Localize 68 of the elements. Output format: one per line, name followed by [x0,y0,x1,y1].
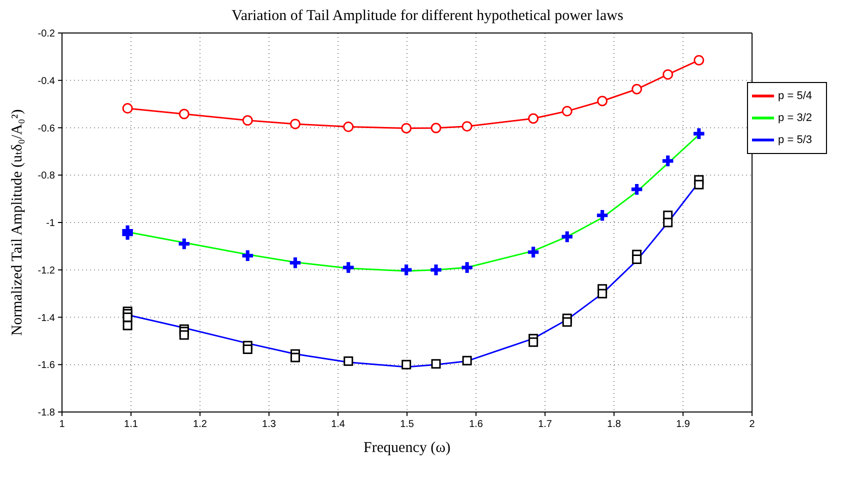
y-tick-label: -0.6 [38,123,56,134]
point [632,84,642,94]
point [431,359,441,369]
x-tick-label: 1.7 [538,419,552,430]
x-tick-label: 1.3 [262,419,276,430]
x-tick-label: 1.2 [193,419,208,430]
y-tick-label: -1.4 [38,312,56,324]
x-tick-label: 1.8 [607,419,622,430]
point [178,238,190,250]
y-tick-label: -1.8 [38,408,56,419]
point [596,210,608,221]
legend-label: p = 5/3 [778,134,812,146]
point [242,250,253,262]
point [462,121,472,132]
point [562,231,572,242]
point [632,254,642,264]
point [122,103,133,114]
point [528,113,539,124]
chart-title: Variation of Tail Amplitude for different hypothetical power laws [230,8,624,25]
point [598,288,608,298]
x-tick-label: 2 [749,419,756,430]
point [430,264,442,276]
point [694,180,704,190]
point [562,106,572,116]
legend-label: p = 3/2 [778,112,812,124]
point [562,317,572,327]
point [401,122,412,134]
point [694,54,704,66]
x-tick-label: 1 [59,419,66,430]
point [290,352,300,362]
point [528,246,539,258]
y-axis-title: Normalized Tail Amplitude (uₜδ₀/A₀²) [9,109,26,336]
point [528,337,538,347]
point [462,356,472,366]
y-tick-label: -0.2 [38,28,56,40]
y-tick-label: -1 [46,218,56,230]
point [122,320,132,330]
point [694,128,704,140]
point [343,262,354,273]
legend-label: p = 5/4 [778,90,812,102]
y-tick-label: -0.4 [38,76,56,87]
point [662,69,674,80]
point [430,122,442,134]
point [290,118,300,130]
point [402,360,412,370]
point [662,156,674,166]
point [122,312,132,322]
point [400,264,412,276]
point [242,115,253,126]
y-tick-label: -0.8 [38,170,56,182]
x-axis-title: Frequency (ω) [364,440,450,456]
x-tick-label: 1.4 [331,419,346,430]
point [631,184,642,195]
point [597,96,608,106]
x-tick-label: 1.5 [400,419,414,430]
point [344,356,354,366]
y-tick-label: -1.6 [38,360,56,372]
point [179,330,189,340]
x-tick-label: 1.6 [469,419,484,430]
point [343,122,354,132]
point [462,262,472,273]
y-tick-label: -1.2 [38,265,56,276]
point [663,218,673,228]
x-tick-label: 1.9 [676,419,690,430]
point [178,108,190,120]
point [242,344,252,354]
x-tick-label: 1.1 [124,419,138,430]
point [290,257,301,268]
